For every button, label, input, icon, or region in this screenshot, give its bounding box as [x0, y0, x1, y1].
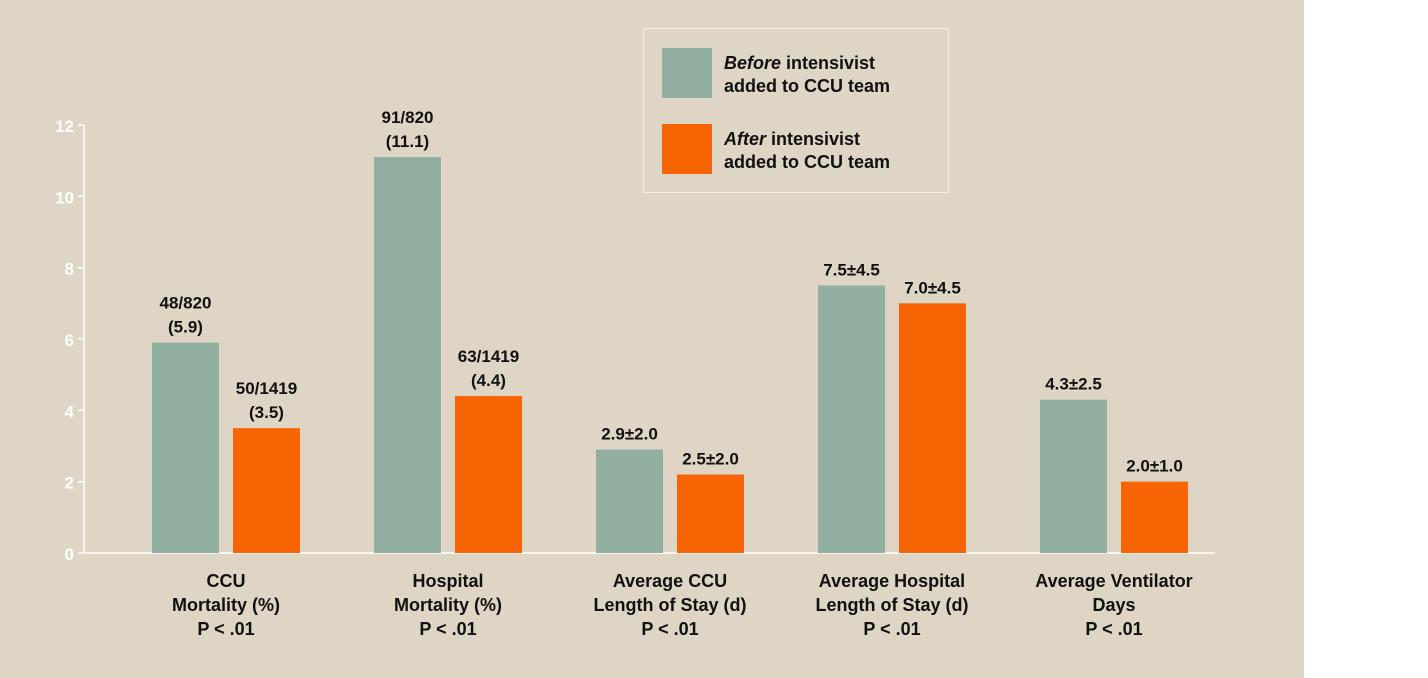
category-label-4-0: Average Ventilator [1035, 571, 1192, 591]
category-label-2-0: Average CCU [613, 571, 727, 591]
data-label-s0-c0-0: 48/820 [160, 294, 212, 313]
bar-s1-c3 [899, 303, 966, 553]
y-tick-label-12: 12 [55, 117, 74, 136]
legend-label-after: After intensivist added to CCU team [724, 128, 890, 174]
bar-s0-c3 [818, 285, 885, 553]
data-label-s1-c4-0: 2.0±1.0 [1126, 457, 1183, 476]
category-label-1-0: Hospital [412, 571, 483, 591]
data-label-s0-c1-1: (11.1) [386, 132, 429, 151]
bar-chart: 0 2 4 6 8 10 12 48/820 (5.9) 91/820 (11.1) 2.9±2.0 7… [55, 108, 1215, 639]
y-tick-label-10: 10 [55, 188, 74, 207]
category-label-1-1: Mortality (%) [394, 595, 502, 615]
legend-swatch-before [662, 48, 712, 98]
data-label-s0-c3-0: 7.5±4.5 [823, 261, 880, 280]
y-tick-label-2: 2 [65, 474, 74, 493]
category-label-1-2: P < .01 [419, 619, 476, 639]
y-tick-label-4: 4 [65, 402, 75, 421]
category-label-2-2: P < .01 [641, 619, 698, 639]
bar-s1-c2 [677, 474, 744, 553]
legend-label-before: Before intensivist added to CCU team [724, 52, 890, 98]
data-label-s0-c1-0: 91/820 [382, 108, 434, 127]
legend-emphasis-before: Before [724, 53, 782, 73]
legend-emphasis-after: After [724, 129, 767, 149]
legend-swatch-after [662, 124, 712, 174]
bar-s1-c4 [1121, 481, 1188, 553]
data-label-s1-c2-0: 2.5±2.0 [682, 450, 739, 469]
data-label-s1-c3-0: 7.0±4.5 [904, 278, 961, 297]
legend-line2-before: added to CCU team [724, 76, 891, 96]
data-label-s0-c4-0: 4.3±2.5 [1045, 375, 1102, 394]
bar-s1-c0 [233, 428, 300, 553]
category-label-3-1: Length of Stay (d) [816, 595, 969, 615]
data-label-s1-c1-0: 63/1419 [458, 347, 519, 366]
legend-line2-after: added to CCU team [724, 152, 891, 172]
data-label-s1-c0-0: 50/1419 [236, 379, 297, 398]
category-label-3-0: Average Hospital [819, 571, 965, 591]
bar-s0-c1 [374, 157, 441, 553]
data-label-s1-c0-1: (3.5) [249, 403, 284, 422]
bar-s0-c4 [1040, 399, 1107, 553]
legend-rest-before: intensivist [781, 53, 876, 73]
data-label-s0-c2-0: 2.9±2.0 [601, 425, 658, 444]
chart-panel: 0 2 4 6 8 10 12 48/820 (5.9) 91/820 (11.1) 2.9±2.0 7… [0, 0, 1304, 678]
category-label-0-0: CCU [207, 571, 246, 591]
category-label-2-1: Length of Stay (d) [594, 595, 747, 615]
bar-s0-c2 [596, 449, 663, 553]
category-label-4-2: P < .01 [1085, 619, 1142, 639]
category-label-0-2: P < .01 [197, 619, 254, 639]
data-label-s0-c0-1: (5.9) [168, 318, 203, 337]
legend: Before intensivist added to CCU team Aft… [643, 28, 949, 193]
category-label-4-1: Days [1092, 595, 1135, 615]
y-tick-label-0: 0 [65, 545, 74, 564]
y-tick-label-8: 8 [65, 260, 74, 279]
data-label-s1-c1-1: (4.4) [471, 371, 506, 390]
category-label-3-2: P < .01 [863, 619, 920, 639]
bar-s1-c1 [455, 396, 522, 553]
category-label-0-1: Mortality (%) [172, 595, 280, 615]
y-tick-label-6: 6 [65, 331, 74, 350]
legend-rest-after: intensivist [766, 129, 861, 149]
bar-s0-c0 [152, 342, 219, 553]
